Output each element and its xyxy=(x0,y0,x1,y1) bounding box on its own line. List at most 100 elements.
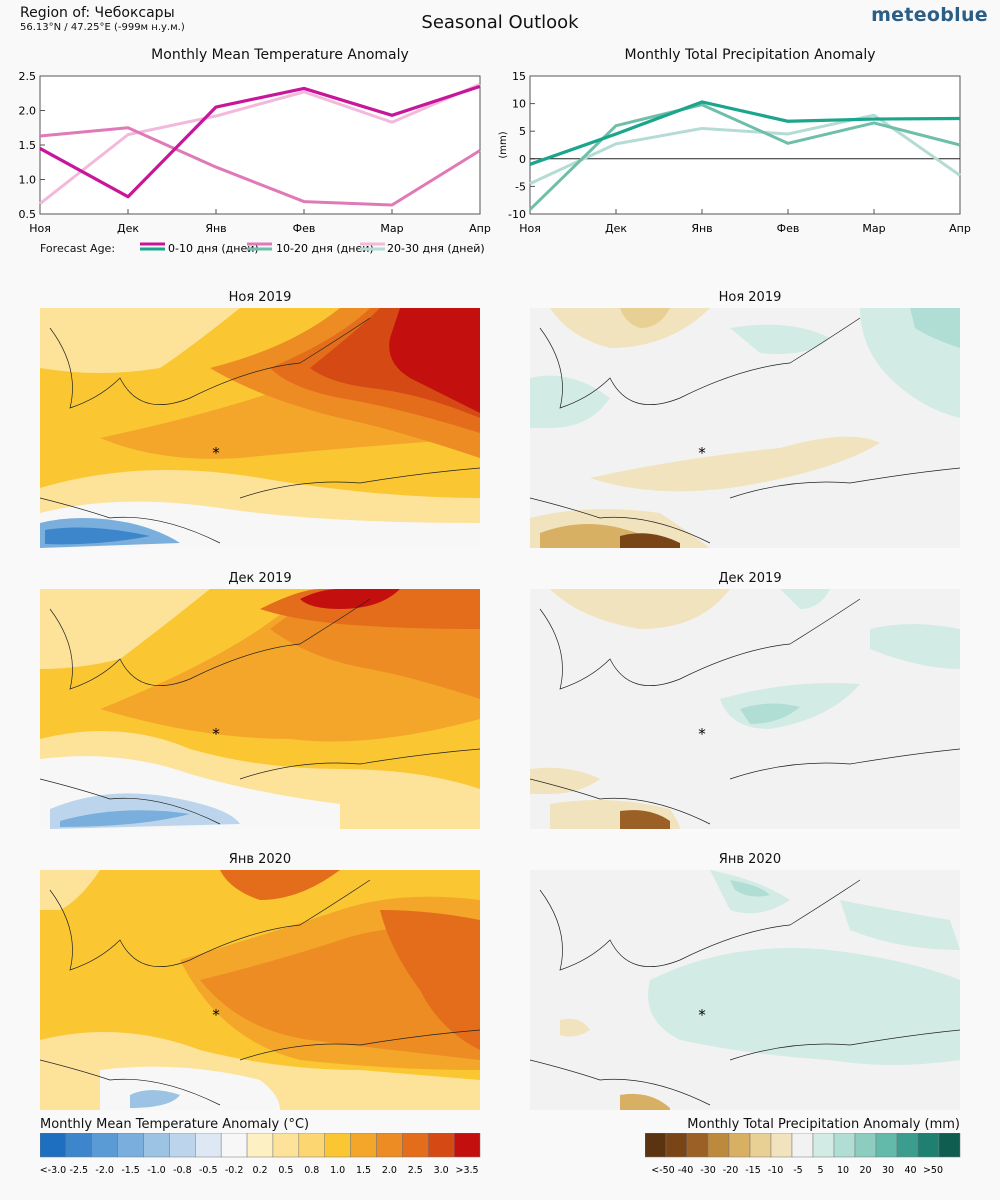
scale-swatch xyxy=(707,1133,730,1158)
x-tick-label: Апр xyxy=(469,222,491,235)
city-marker: * xyxy=(698,1006,706,1024)
city-marker: * xyxy=(212,725,220,743)
x-tick-label: Фев xyxy=(293,222,316,235)
scale-label: -2.0 xyxy=(95,1165,114,1176)
scale-swatch xyxy=(246,1133,274,1158)
scale-swatch xyxy=(749,1133,772,1158)
legend-text-20-30: 20-30 дня (дней) xyxy=(387,242,485,255)
series-line-2 xyxy=(39,82,481,205)
scale-label: 0.2 xyxy=(252,1165,267,1176)
x-tick-label: Мар xyxy=(380,222,403,235)
precipitation-map-nov-2019[interactable]: * xyxy=(530,308,960,548)
temp-map-title-2: Дек 2019 xyxy=(228,571,292,586)
y-tick-label: 0 xyxy=(519,153,526,166)
scale-label: -1.5 xyxy=(121,1165,140,1176)
precipitation-scale-title: Monthly Total Precipitation Anomaly (mm) xyxy=(687,1117,960,1132)
scale-swatch xyxy=(875,1133,898,1158)
series-line-0 xyxy=(39,84,481,199)
scale-swatch xyxy=(350,1133,377,1158)
y-tick-label: 10 xyxy=(512,98,526,111)
scale-swatch xyxy=(770,1133,793,1158)
city-marker: * xyxy=(212,1006,220,1024)
y-tick-label: 5 xyxy=(519,125,526,138)
page-title: Seasonal Outlook xyxy=(421,12,579,33)
scale-label: 0.5 xyxy=(278,1165,293,1176)
scale-label: 1.5 xyxy=(356,1165,371,1176)
temperature-color-scale: <-3.0 -2.5 -2.0 -1.5 -1.0 -0.8 -0.5 -0.2 0.2 0.5 0… xyxy=(40,1133,481,1176)
scale-label: 2.0 xyxy=(382,1165,397,1176)
region-coordinates: 56.13°N / 47.25°E (-999м н.у.м.) xyxy=(20,22,185,33)
scale-swatch xyxy=(854,1133,877,1158)
y-tick-label: 15 xyxy=(512,70,526,83)
scale-swatch xyxy=(91,1133,118,1158)
scale-label: <-50 xyxy=(651,1165,674,1176)
scale-label: 1.0 xyxy=(330,1165,345,1176)
scale-swatch xyxy=(812,1133,835,1158)
scale-swatch xyxy=(272,1133,300,1158)
temp-map-title-1: Ноя 2019 xyxy=(228,290,292,305)
scale-label: 0.8 xyxy=(304,1165,319,1176)
precipitation-map-jan-2020[interactable]: * xyxy=(530,870,960,1110)
scale-swatch xyxy=(324,1133,351,1158)
scale-swatch xyxy=(298,1133,325,1158)
scale-label: -10 xyxy=(768,1165,784,1176)
temperature-map-jan-2020[interactable]: * xyxy=(40,870,480,1110)
scale-swatch xyxy=(686,1133,709,1158)
city-marker: * xyxy=(698,725,706,743)
temp-map-title-3: Янв 2020 xyxy=(228,852,292,867)
scale-swatch xyxy=(220,1133,248,1158)
scale-label: 30 xyxy=(882,1165,894,1176)
scale-label: -0.2 xyxy=(225,1165,244,1176)
scale-label: -40 xyxy=(678,1165,694,1176)
legend-text-10-20: 10-20 дня (дней) xyxy=(276,242,374,255)
precipitation-color-scale: <-50 -40 -30 -20 -15 -10 -5 5 10 20 30 40 >50 xyxy=(645,1133,961,1176)
y-tick-label: 2.0 xyxy=(19,105,37,118)
series-line-0 xyxy=(529,100,961,166)
x-tick-label: Янв xyxy=(691,222,712,235)
scale-label: >3.5 xyxy=(456,1165,479,1176)
scale-label: -1.0 xyxy=(147,1165,166,1176)
temperature-map-dec-2019[interactable]: * xyxy=(40,589,480,829)
scale-swatch xyxy=(427,1133,455,1158)
scale-swatch xyxy=(40,1133,67,1158)
scale-swatch xyxy=(65,1133,93,1158)
scale-swatch xyxy=(665,1133,688,1158)
scale-swatch xyxy=(402,1133,429,1158)
plot-area xyxy=(529,75,961,215)
legend-label: Forecast Age: xyxy=(40,242,116,255)
y-tick-label: 1.5 xyxy=(19,139,37,152)
scale-swatch xyxy=(645,1133,667,1158)
y-tick-label: 2.5 xyxy=(19,70,37,83)
scale-label: 2.5 xyxy=(408,1165,423,1176)
scale-swatch xyxy=(833,1133,856,1158)
scale-label: -0.8 xyxy=(173,1165,192,1176)
series-line-1 xyxy=(39,126,481,207)
temperature-map-nov-2019[interactable]: * xyxy=(40,308,480,548)
precip-map-title-2: Дек 2019 xyxy=(718,571,782,586)
scale-swatch xyxy=(453,1133,481,1158)
scale-swatch xyxy=(169,1133,196,1158)
scale-label: 10 xyxy=(837,1165,849,1176)
precipitation-map-dec-2019[interactable]: * xyxy=(530,589,960,829)
chart-legend: 0-10 дня (дней) 10-20 дня (дней) 20-30 д… xyxy=(140,242,485,255)
city-marker: * xyxy=(698,444,706,462)
brand-logo[interactable]: meteoblue xyxy=(871,4,988,26)
legend-text-0-10: 0-10 дня (дней) xyxy=(168,242,259,255)
scale-label: 5 xyxy=(817,1165,823,1176)
y-tick-label: 1.0 xyxy=(19,174,37,187)
scale-label: 20 xyxy=(859,1165,871,1176)
y-tick-label: -10 xyxy=(508,208,526,221)
x-tick-label: Апр xyxy=(949,222,971,235)
scale-label: >50 xyxy=(923,1165,943,1176)
y-tick-label: 0.5 xyxy=(19,208,37,221)
legend-item-20-30: 20-30 дня (дней) xyxy=(360,242,485,255)
temperature-scale-title: Monthly Mean Temperature Anomaly (°C) xyxy=(40,1117,310,1132)
y-axis-label: (mm) xyxy=(498,131,509,158)
scale-label: -2.5 xyxy=(70,1165,89,1176)
x-tick-label: Дек xyxy=(605,222,627,235)
x-tick-label: Ноя xyxy=(29,222,51,235)
scale-swatch xyxy=(917,1133,940,1158)
scale-swatch xyxy=(791,1133,814,1158)
